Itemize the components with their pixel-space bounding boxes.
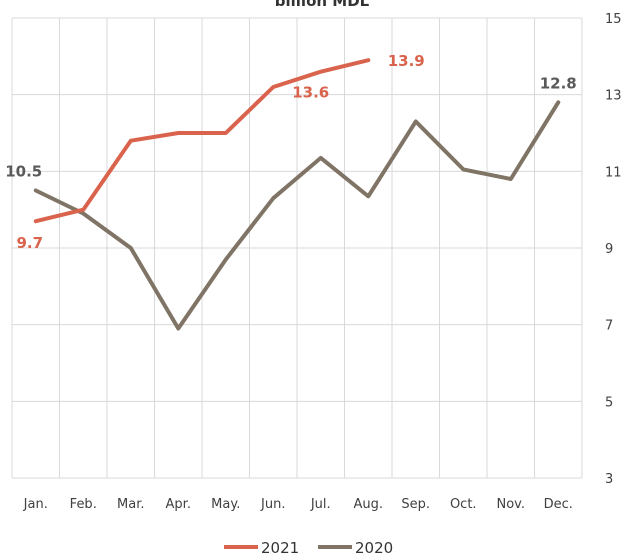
legend: 2021 2020 <box>224 539 393 557</box>
x-tick-label: Nov. <box>497 497 526 512</box>
x-tick-label: Aug. <box>353 497 383 512</box>
data-label-2020: 12.8 <box>540 74 577 92</box>
y-tick-label: 15 <box>605 12 622 27</box>
data-label-2021: 13.6 <box>292 84 329 102</box>
gridlines <box>11 17 583 479</box>
x-tick-label: Feb. <box>70 497 97 512</box>
x-tick-label: Jan. <box>23 497 48 512</box>
x-tick-label: Apr. <box>166 497 191 512</box>
y-tick-label: 5 <box>605 395 613 410</box>
data-label-2020: 10.5 <box>5 163 42 181</box>
y-tick-label: 13 <box>605 89 622 104</box>
x-tick-label: Sep. <box>401 497 430 512</box>
x-tick-label: Mar. <box>117 497 144 512</box>
legend-label: 2021 <box>261 539 299 557</box>
data-label-2021: 9.7 <box>16 234 43 252</box>
legend-item-2021: 2021 <box>224 539 299 557</box>
series-lines <box>33 58 561 331</box>
y-tick-label: 9 <box>605 242 613 257</box>
data-labels: 9.7 13.6 13.9 10.5 12.8 <box>5 52 577 252</box>
y-tick-label: 3 <box>605 472 613 487</box>
y-tick-label: 11 <box>605 165 622 180</box>
y-axis-ticks: 3 5 7 9 11 13 15 <box>605 12 622 487</box>
x-tick-label: Jul. <box>310 497 331 512</box>
legend-item-2020: 2020 <box>318 539 393 557</box>
x-axis-ticks: Jan. Feb. Mar. Apr. May. Jun. Jul. Aug. Sep. Oct.… <box>23 497 573 512</box>
data-label-2021: 13.9 <box>388 52 425 70</box>
x-tick-label: Jun. <box>260 497 285 512</box>
x-tick-label: Oct. <box>450 497 477 512</box>
chart-title: billion MDL <box>275 0 370 10</box>
series-line-2020 <box>33 100 561 331</box>
x-tick-label: Dec. <box>544 497 573 512</box>
y-tick-label: 7 <box>605 319 613 334</box>
x-tick-label: May. <box>211 497 240 512</box>
series-line-2021 <box>33 58 371 224</box>
legend-label: 2020 <box>355 539 393 557</box>
